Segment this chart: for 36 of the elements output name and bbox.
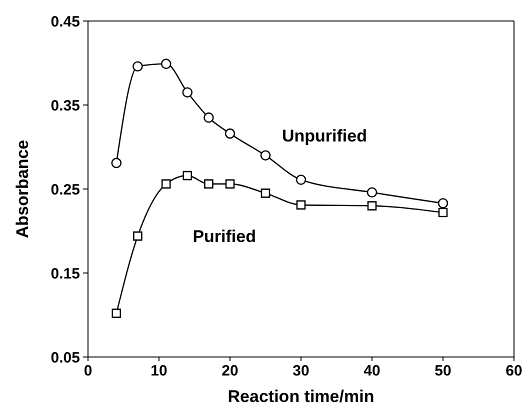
point: [296, 174, 306, 185]
point: [182, 170, 192, 180]
point: [438, 208, 448, 218]
x-tick-label: 40: [364, 362, 380, 380]
point: [438, 198, 448, 208]
y-tick-label: 0.25: [50, 181, 80, 198]
point: [161, 179, 171, 189]
point: [133, 231, 142, 241]
y-tick-label: 0.05: [50, 349, 80, 366]
series-label: Purified: [192, 227, 256, 246]
point: [260, 188, 270, 198]
y-tick-label: 0.45: [50, 13, 80, 30]
x-tick-label: 0: [84, 362, 92, 380]
x-tick-label: 30: [292, 362, 310, 380]
x-tick-label: 20: [222, 362, 238, 380]
x-tick-label: 60: [506, 362, 522, 380]
series-label: Unpurified: [282, 126, 367, 146]
y-tick-label: 0.35: [50, 97, 80, 114]
point: [367, 201, 377, 210]
x-tick-label: 50: [434, 362, 452, 380]
point: [112, 308, 122, 318]
point: [366, 187, 378, 198]
x-tick-label: 10: [150, 362, 168, 380]
point: [182, 87, 193, 98]
point: [204, 179, 214, 189]
point: [204, 112, 214, 123]
point: [296, 200, 306, 210]
x-axis-title: Reaction time/min: [228, 387, 374, 406]
point: [224, 128, 236, 139]
y-axis-title: Absorbance: [13, 140, 32, 238]
point: [260, 150, 271, 161]
y-tick-label: 0.15: [50, 265, 80, 282]
point: [111, 158, 122, 168]
point: [225, 179, 235, 189]
point: [160, 58, 172, 69]
point: [132, 61, 143, 72]
